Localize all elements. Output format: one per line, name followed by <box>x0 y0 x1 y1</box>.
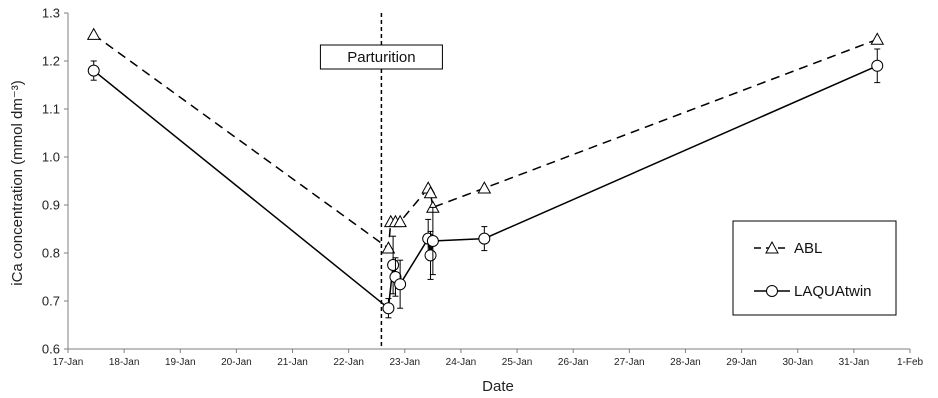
y-tick-label: 1.0 <box>42 150 60 165</box>
legend-box <box>732 220 897 316</box>
x-tick-label: 21-Jan <box>277 357 308 368</box>
x-tick-label: 1-Feb <box>897 357 924 368</box>
x-tick-label: 29-Jan <box>726 357 757 368</box>
data-point-laquatwin <box>426 235 439 247</box>
x-tick-label: 18-Jan <box>109 357 140 368</box>
series-laquatwin <box>87 48 884 319</box>
x-tick-label: 27-Jan <box>614 357 645 368</box>
parturition-box <box>319 44 443 70</box>
data-point-abl <box>423 185 438 199</box>
x-tick-label: 24-Jan <box>446 357 477 368</box>
x-tick-label: 26-Jan <box>558 357 589 368</box>
y-axis-title: iCa concentration (mmol dm⁻³) <box>9 80 26 285</box>
data-point-abl <box>381 241 396 254</box>
data-point-abl <box>86 27 101 40</box>
x-tick-label: 30-Jan <box>782 357 813 368</box>
data-point-laquatwin <box>424 249 437 262</box>
parturition-label: Parturition <box>347 49 415 66</box>
x-tick-label: 22-Jan <box>333 357 364 368</box>
y-tick-label: 1.2 <box>42 54 60 69</box>
legend-label-laquatwin: LAQUAtwin <box>794 283 872 300</box>
x-tick-label: 28-Jan <box>670 357 701 368</box>
x-axis-title: Date <box>482 378 514 395</box>
x-tick-label: 31-Jan <box>839 357 870 368</box>
parturition-annotation: Parturition <box>319 13 443 349</box>
y-tick-label: 1.3 <box>42 6 60 21</box>
data-point-laquatwin <box>478 232 491 245</box>
data-point-laquatwin <box>382 302 395 315</box>
series-line-laquatwin <box>93 65 878 310</box>
x-tick-label: 23-Jan <box>390 357 421 368</box>
legend-marker-abl <box>765 240 779 254</box>
y-tick-label: 0.8 <box>42 246 60 261</box>
x-axis-ticks: 17-Jan 18-Jan 19-Jan 20-Jan 21-Jan 22-Jan 23-J… <box>53 349 924 368</box>
series-abl <box>86 27 885 254</box>
y-tick-label: 1.1 <box>42 102 60 117</box>
data-point-laquatwin <box>394 278 407 291</box>
y-tick-label: 0.7 <box>42 294 60 309</box>
data-point-abl <box>477 181 492 194</box>
data-point-laquatwin <box>387 259 400 271</box>
y-tick-label: 0.6 <box>42 342 60 357</box>
x-tick-label: 17-Jan <box>53 357 84 368</box>
series-line-abl <box>93 33 878 250</box>
legend-label-abl: ABL <box>794 240 822 257</box>
x-tick-label: 19-Jan <box>165 357 196 368</box>
legend: ABL LAQUAtwin <box>732 220 897 316</box>
legend-marker-laquatwin <box>766 285 778 297</box>
data-point-laquatwin <box>871 59 884 72</box>
data-point-laquatwin <box>87 64 100 77</box>
axes <box>67 13 910 350</box>
x-tick-label: 25-Jan <box>502 357 533 368</box>
data-point-abl <box>870 32 885 45</box>
y-tick-label: 0.9 <box>42 198 60 213</box>
data-point-abl <box>393 214 407 228</box>
x-tick-label: 20-Jan <box>221 357 252 368</box>
y-axis-ticks: 0.6 0.7 0.8 0.9 1.0 1.1 1.2 1.3 <box>42 6 68 357</box>
